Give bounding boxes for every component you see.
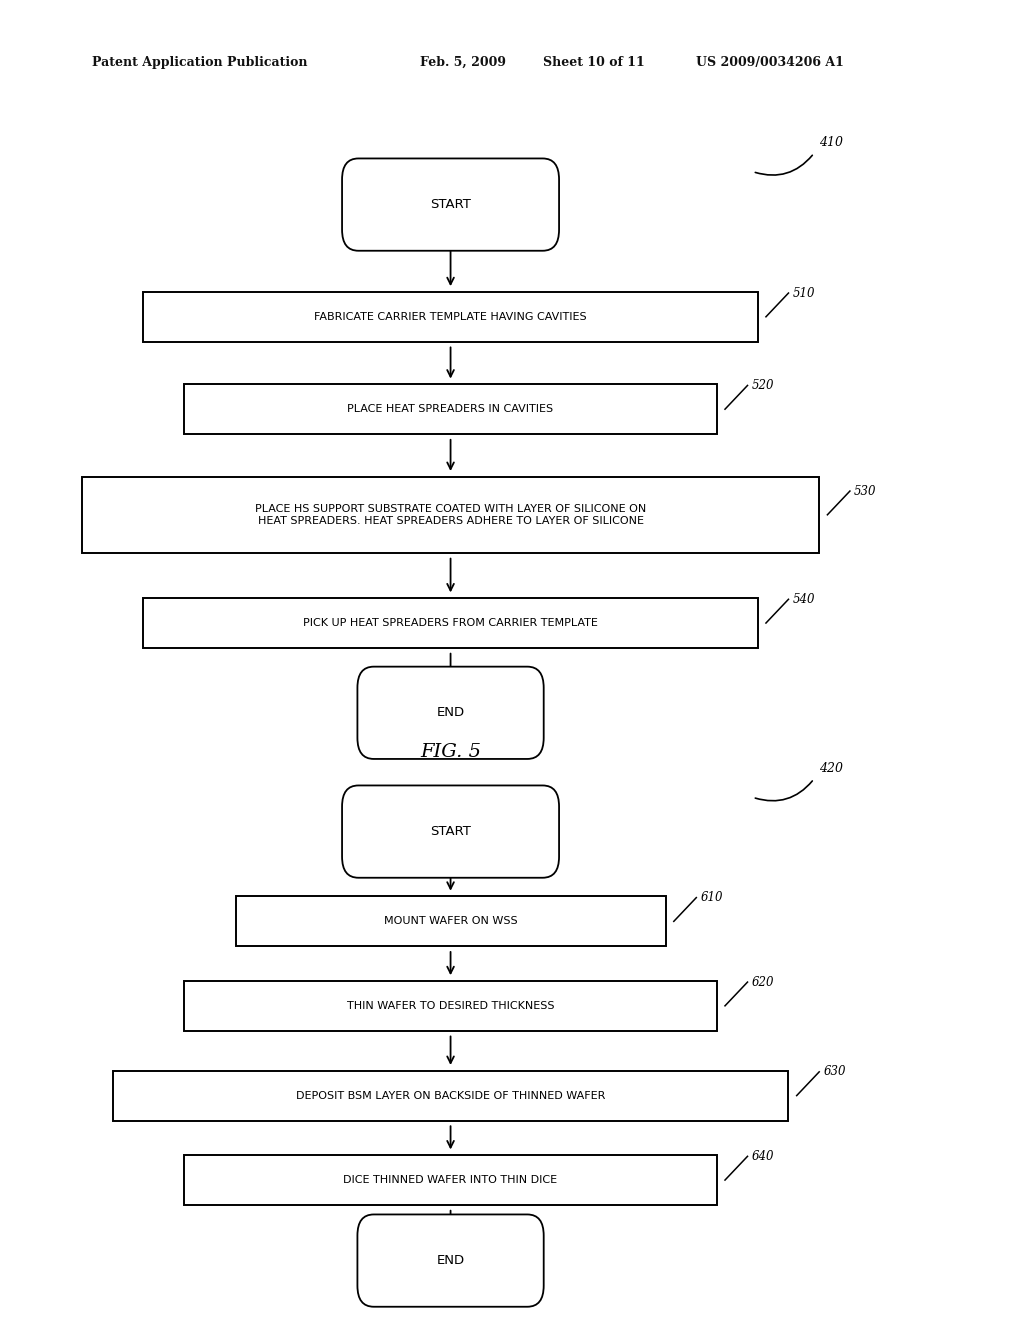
Text: FIG. 5: FIG. 5: [420, 743, 481, 762]
FancyBboxPatch shape: [357, 1214, 544, 1307]
FancyBboxPatch shape: [184, 1155, 717, 1205]
Text: 530: 530: [854, 484, 877, 498]
Text: 620: 620: [752, 975, 774, 989]
Text: 630: 630: [823, 1065, 846, 1078]
Text: US 2009/0034206 A1: US 2009/0034206 A1: [696, 55, 844, 69]
Text: START: START: [430, 198, 471, 211]
Text: 540: 540: [793, 593, 815, 606]
Text: PLACE HS SUPPORT SUBSTRATE COATED WITH LAYER OF SILICONE ON
HEAT SPREADERS. HEAT: PLACE HS SUPPORT SUBSTRATE COATED WITH L…: [255, 504, 646, 525]
Text: 520: 520: [752, 379, 774, 392]
Text: 420: 420: [819, 762, 843, 775]
FancyBboxPatch shape: [236, 896, 666, 946]
FancyBboxPatch shape: [342, 785, 559, 878]
Text: START: START: [430, 825, 471, 838]
Text: PLACE HEAT SPREADERS IN CAVITIES: PLACE HEAT SPREADERS IN CAVITIES: [347, 404, 554, 414]
Text: DICE THINNED WAFER INTO THIN DICE: DICE THINNED WAFER INTO THIN DICE: [343, 1175, 558, 1185]
Text: Patent Application Publication: Patent Application Publication: [92, 55, 307, 69]
FancyBboxPatch shape: [357, 667, 544, 759]
Text: THIN WAFER TO DESIRED THICKNESS: THIN WAFER TO DESIRED THICKNESS: [347, 1001, 554, 1011]
FancyBboxPatch shape: [113, 1071, 788, 1121]
Text: DEPOSIT BSM LAYER ON BACKSIDE OF THINNED WAFER: DEPOSIT BSM LAYER ON BACKSIDE OF THINNED…: [296, 1090, 605, 1101]
Text: END: END: [436, 1254, 465, 1267]
Text: MOUNT WAFER ON WSS: MOUNT WAFER ON WSS: [384, 916, 517, 927]
Text: FABRICATE CARRIER TEMPLATE HAVING CAVITIES: FABRICATE CARRIER TEMPLATE HAVING CAVITI…: [314, 312, 587, 322]
Text: 610: 610: [700, 891, 723, 904]
FancyBboxPatch shape: [342, 158, 559, 251]
Text: END: END: [436, 706, 465, 719]
FancyBboxPatch shape: [184, 981, 717, 1031]
Text: 510: 510: [793, 286, 815, 300]
Text: PICK UP HEAT SPREADERS FROM CARRIER TEMPLATE: PICK UP HEAT SPREADERS FROM CARRIER TEMP…: [303, 618, 598, 628]
FancyBboxPatch shape: [143, 292, 758, 342]
Text: 410: 410: [819, 136, 843, 149]
Text: Feb. 5, 2009: Feb. 5, 2009: [420, 55, 506, 69]
Text: 640: 640: [752, 1150, 774, 1163]
Text: Sheet 10 of 11: Sheet 10 of 11: [543, 55, 644, 69]
FancyBboxPatch shape: [184, 384, 717, 434]
FancyBboxPatch shape: [143, 598, 758, 648]
FancyBboxPatch shape: [82, 477, 819, 553]
